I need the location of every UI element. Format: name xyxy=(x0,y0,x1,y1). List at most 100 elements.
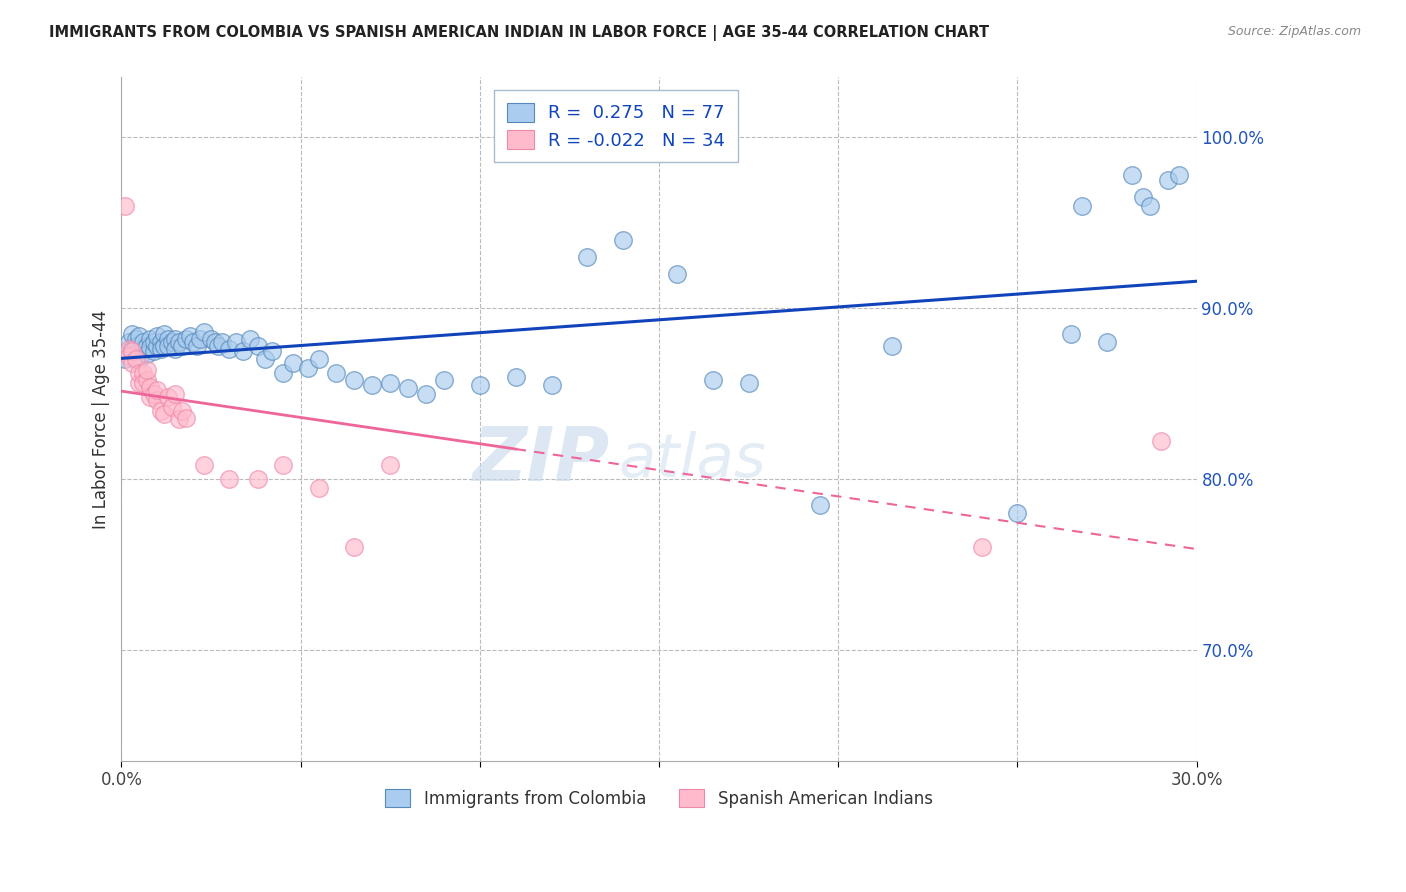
Point xyxy=(343,541,366,555)
Point xyxy=(135,373,157,387)
Point xyxy=(167,335,190,350)
Point xyxy=(172,403,194,417)
Point xyxy=(139,341,162,355)
Point xyxy=(142,343,165,358)
Point xyxy=(186,339,208,353)
Point xyxy=(193,458,215,473)
Point xyxy=(1139,199,1161,213)
Legend: Immigrants from Colombia, Spanish American Indians: Immigrants from Colombia, Spanish Americ… xyxy=(378,782,939,814)
Point xyxy=(125,332,148,346)
Point xyxy=(188,332,211,346)
Point xyxy=(165,342,187,356)
Point xyxy=(157,390,180,404)
Point xyxy=(308,481,330,495)
Point xyxy=(117,342,139,356)
Point xyxy=(1095,335,1118,350)
Point xyxy=(540,378,562,392)
Point xyxy=(121,356,143,370)
Point xyxy=(218,342,240,356)
Point xyxy=(174,410,197,425)
Point xyxy=(246,472,269,486)
Point xyxy=(149,335,172,350)
Point xyxy=(157,332,180,346)
Y-axis label: In Labor Force | Age 35-44: In Labor Force | Age 35-44 xyxy=(93,310,110,529)
Point xyxy=(343,373,366,387)
Point xyxy=(396,382,419,396)
Point xyxy=(211,335,233,350)
Text: atlas: atlas xyxy=(619,431,766,490)
Point xyxy=(146,339,169,353)
Point xyxy=(253,352,276,367)
Point xyxy=(114,352,136,367)
Point xyxy=(1157,173,1180,187)
Point xyxy=(135,362,157,376)
Point xyxy=(172,339,194,353)
Text: Source: ZipAtlas.com: Source: ZipAtlas.com xyxy=(1227,25,1361,38)
Point xyxy=(128,328,150,343)
Point xyxy=(1007,506,1029,520)
Point xyxy=(160,335,183,350)
Point xyxy=(153,339,176,353)
Point xyxy=(128,343,150,358)
Point xyxy=(149,342,172,356)
Point xyxy=(283,356,305,370)
Point xyxy=(125,352,148,367)
Point xyxy=(271,458,294,473)
Point xyxy=(165,386,187,401)
Point xyxy=(970,541,993,555)
Point xyxy=(135,339,157,353)
Point xyxy=(167,412,190,426)
Point xyxy=(193,325,215,339)
Point xyxy=(665,267,688,281)
Point xyxy=(132,366,155,380)
Point xyxy=(380,458,402,473)
Point xyxy=(117,349,139,363)
Point xyxy=(1121,168,1143,182)
Point xyxy=(157,339,180,353)
Point xyxy=(153,407,176,421)
Point xyxy=(146,393,169,408)
Point xyxy=(1150,434,1173,449)
Point xyxy=(125,339,148,353)
Point xyxy=(204,335,226,350)
Point xyxy=(174,332,197,346)
Point xyxy=(142,335,165,350)
Point xyxy=(246,339,269,353)
Point xyxy=(505,369,527,384)
Point xyxy=(415,386,437,401)
Point xyxy=(433,373,456,387)
Point xyxy=(260,343,283,358)
Point xyxy=(132,342,155,356)
Point xyxy=(1070,199,1092,213)
Text: IMMIGRANTS FROM COLOMBIA VS SPANISH AMERICAN INDIAN IN LABOR FORCE | AGE 35-44 C: IMMIGRANTS FROM COLOMBIA VS SPANISH AMER… xyxy=(49,25,990,41)
Point xyxy=(135,347,157,361)
Point xyxy=(380,376,402,391)
Point xyxy=(239,332,262,346)
Point xyxy=(139,380,162,394)
Point xyxy=(179,328,201,343)
Point xyxy=(225,335,247,350)
Point xyxy=(149,403,172,417)
Point xyxy=(325,366,347,380)
Point xyxy=(121,342,143,356)
Point xyxy=(468,378,491,392)
Point xyxy=(160,401,183,415)
Point xyxy=(128,376,150,391)
Point xyxy=(308,352,330,367)
Point xyxy=(612,233,634,247)
Point xyxy=(139,390,162,404)
Point xyxy=(117,335,139,350)
Point xyxy=(207,339,229,353)
Point xyxy=(132,335,155,350)
Point xyxy=(128,352,150,367)
Text: ZIP: ZIP xyxy=(474,424,610,497)
Point xyxy=(737,376,759,391)
Point xyxy=(181,335,204,350)
Point xyxy=(165,332,187,346)
Point xyxy=(361,378,384,392)
Point xyxy=(1167,168,1189,182)
Point xyxy=(128,366,150,380)
Point xyxy=(139,332,162,346)
Point xyxy=(1132,190,1154,204)
Point xyxy=(880,339,903,353)
